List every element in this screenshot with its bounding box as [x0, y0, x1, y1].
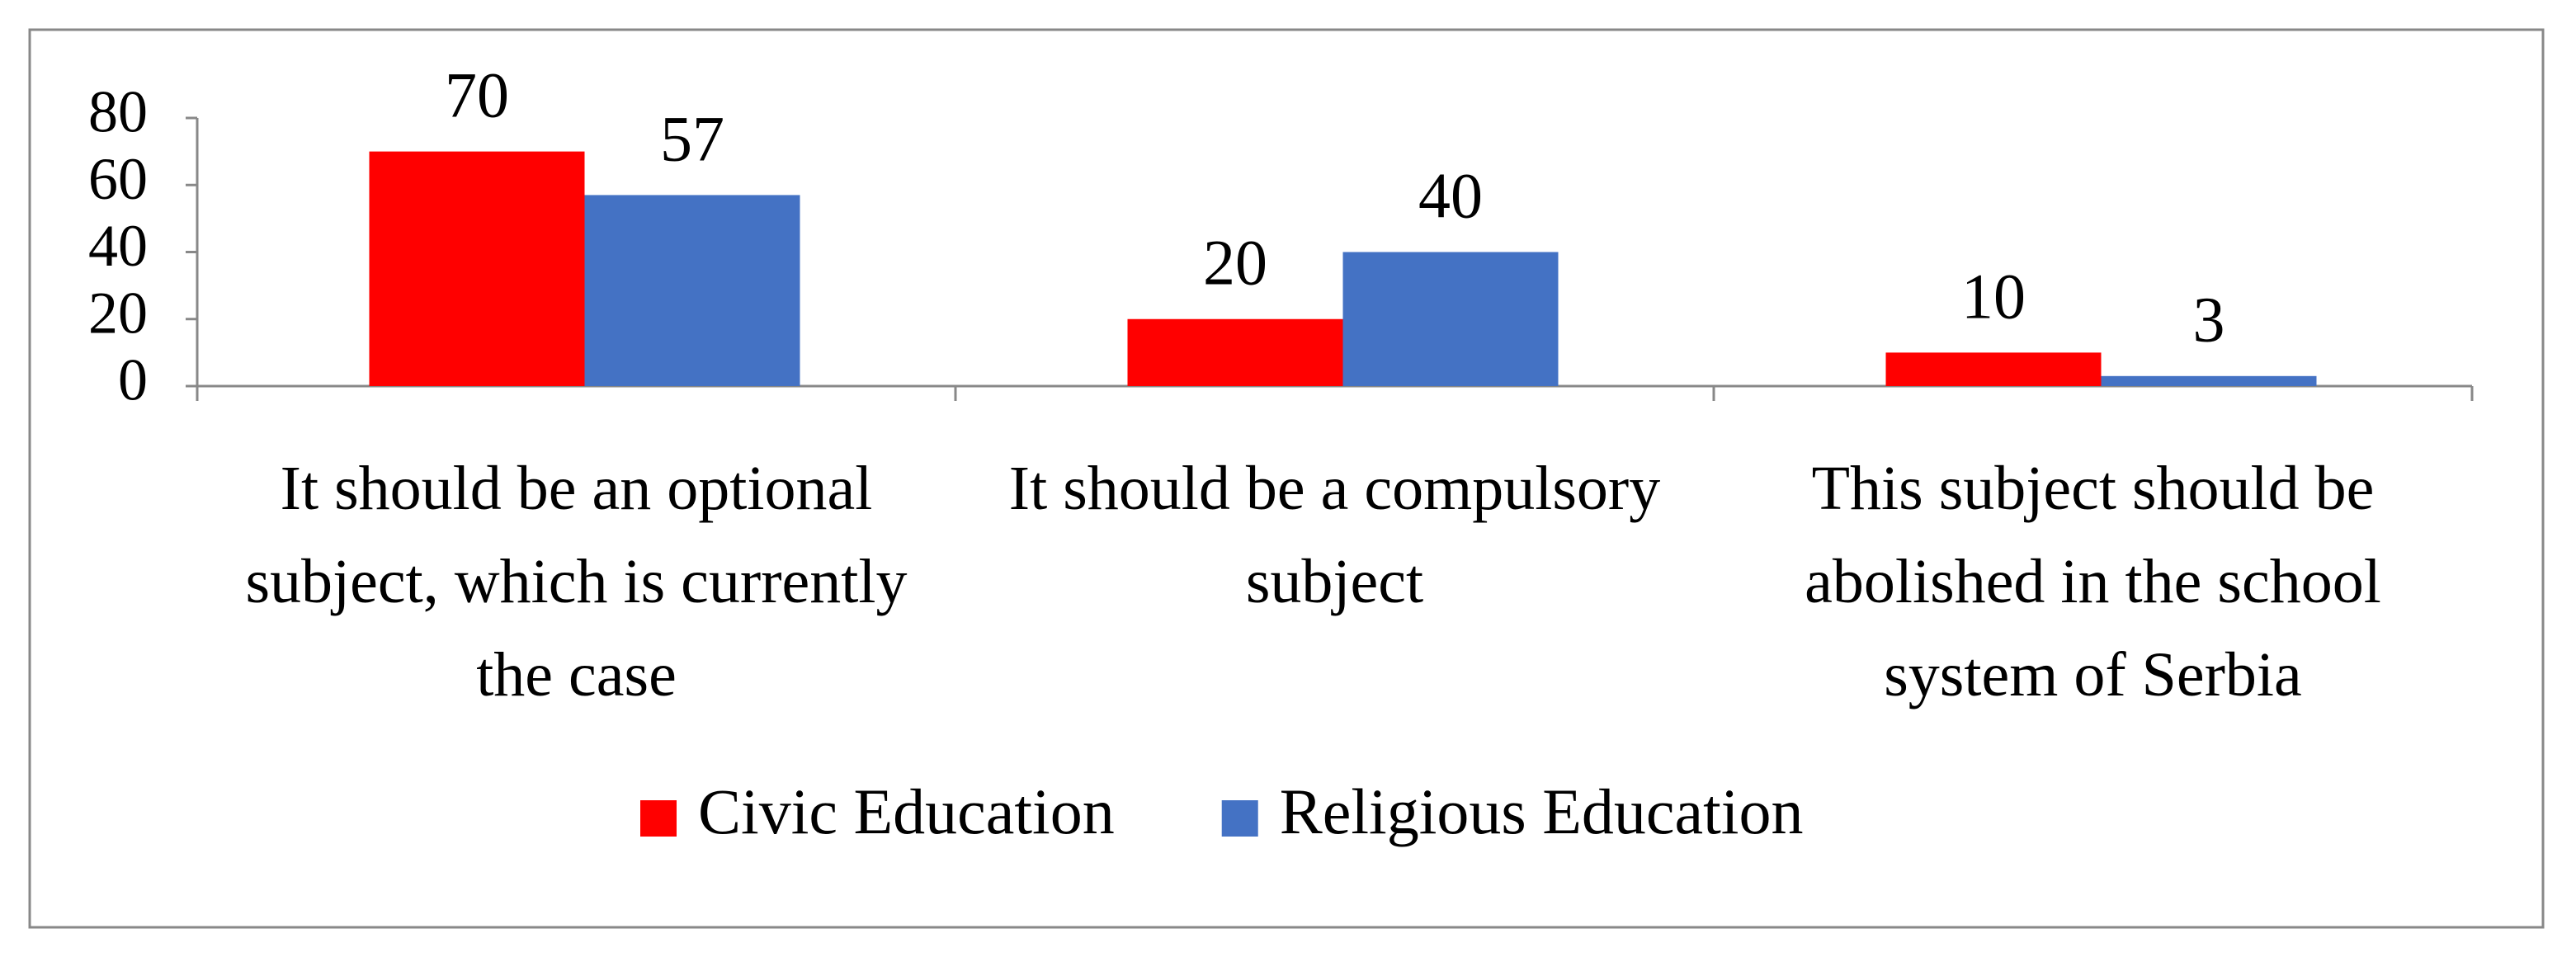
x-tick-label: This subject should be abolished in the …: [1805, 454, 2381, 710]
legend-swatch: [1221, 800, 1258, 837]
data-label: 70: [445, 59, 509, 131]
y-tick-label: 80: [88, 79, 148, 145]
legend-swatch: [640, 800, 677, 837]
bar: [2101, 375, 2317, 386]
legend-label: Civic Education: [698, 776, 1115, 847]
bar: [1342, 252, 1559, 386]
y-tick-label: 0: [118, 347, 148, 413]
bar: [369, 151, 585, 386]
bar: [1885, 352, 2102, 386]
y-tick-label: 40: [88, 213, 148, 279]
x-tick-label: It should be an optional subject, which …: [245, 454, 908, 710]
y-tick-label: 60: [88, 146, 148, 212]
x-tick-label: It should be a compulsory subject: [1008, 454, 1661, 616]
data-label: 57: [660, 102, 724, 174]
bar: [1127, 318, 1343, 386]
bar: [584, 195, 800, 386]
data-label: 3: [2192, 284, 2225, 356]
legend-label: Religious Education: [1280, 776, 1804, 847]
data-label: 20: [1203, 227, 1267, 299]
data-label: 40: [1418, 159, 1483, 231]
data-label: 10: [1961, 260, 2026, 332]
y-tick-label: 20: [88, 280, 148, 346]
